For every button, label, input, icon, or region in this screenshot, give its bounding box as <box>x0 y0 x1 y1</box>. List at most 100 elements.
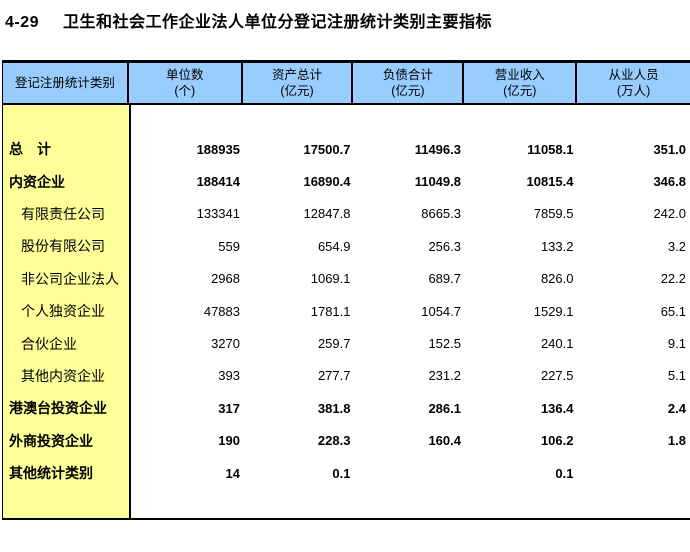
header-col-unit: (亿元) <box>391 84 425 98</box>
row-value: 188414 <box>196 174 240 190</box>
header-total-liabilities: 负债合计 (亿元) <box>353 63 465 103</box>
header-col-unit: (个) <box>174 84 196 98</box>
table-row: 非公司企业法人 2968 1069.1 689.7 826.0 22.2 <box>3 263 690 295</box>
row-value: 22.2 <box>660 271 686 287</box>
row-value <box>577 457 690 489</box>
row-value: 277.7 <box>317 368 351 384</box>
row-value <box>354 457 465 489</box>
title-text: 卫生和社会工作企业法人单位分登记注册统计类别主要指标 <box>63 14 493 31</box>
row-value: 160.4 <box>428 433 461 449</box>
row-value: 2968 <box>211 271 240 287</box>
row-label: 非公司企业法人 <box>21 270 119 287</box>
statistics-table: 登记注册统计类别 单位数 (个) 资产总计 (亿元) 负债合计 (亿元) 营业收… <box>2 60 690 520</box>
header-col-unit: (亿元) <box>503 84 537 98</box>
row-value: 240.1 <box>540 336 574 352</box>
row-label: 有限责任公司 <box>21 205 105 222</box>
row-value: 227.5 <box>540 368 574 384</box>
table-row: 总 计 188935 17500.7 11496.3 11058.1 351.0 <box>3 133 690 165</box>
row-value: 346.8 <box>653 174 686 190</box>
row-value: 381.8 <box>317 400 351 416</box>
row-label: 港澳台投资企业 <box>9 400 107 417</box>
row-value: 689.7 <box>428 271 461 287</box>
row-label: 个人独资企业 <box>21 303 105 320</box>
row-label: 其他内资企业 <box>21 367 105 384</box>
row-value: 1069.1 <box>310 271 351 287</box>
row-value: 133.2 <box>540 238 574 254</box>
table-row: 有限责任公司 133341 12847.8 8665.3 7859.5 242.0 <box>3 198 690 230</box>
table-row: 港澳台投资企业 317 381.8 286.1 136.4 2.4 <box>3 392 690 424</box>
row-label: 外商投资企业 <box>9 432 93 449</box>
table-row: 内资企业 188414 16890.4 11049.8 10815.4 346.8 <box>3 165 690 197</box>
header-col-unit: (亿元) <box>280 84 314 98</box>
table-row: 合伙企业 3270 259.7 152.5 240.1 9.1 <box>3 327 690 359</box>
row-value: 106.2 <box>540 433 574 449</box>
table-row: 个人独资企业 47883 1781.1 1054.7 1529.1 65.1 <box>3 295 690 327</box>
header-category: 登记注册统计类别 <box>3 63 129 103</box>
row-value: 133341 <box>196 206 240 222</box>
row-value: 10815.4 <box>526 174 574 190</box>
row-value: 7859.5 <box>533 206 574 222</box>
category-column-background <box>3 105 131 518</box>
row-value: 0.1 <box>555 465 574 481</box>
row-label: 股份有限公司 <box>21 238 105 255</box>
row-value: 242.0 <box>653 206 686 222</box>
row-value: 152.5 <box>428 336 461 352</box>
row-value: 65.1 <box>660 303 686 319</box>
row-value: 47883 <box>203 303 240 319</box>
header-col-name: 营业收入 <box>494 68 545 82</box>
header-employees: 从业人员 (万人) <box>577 63 690 103</box>
row-value: 559 <box>218 238 240 254</box>
row-value: 228.3 <box>317 433 351 449</box>
row-value: 1.8 <box>667 433 686 449</box>
header-col-name: 从业人员 <box>608 68 659 82</box>
row-value: 351.0 <box>653 141 686 157</box>
row-value: 11496.3 <box>414 141 461 157</box>
row-value: 2.4 <box>667 400 686 416</box>
row-value: 8665.3 <box>421 206 461 222</box>
table-header-row: 登记注册统计类别 单位数 (个) 资产总计 (亿元) 负债合计 (亿元) 营业收… <box>3 63 690 105</box>
row-label: 合伙企业 <box>21 335 77 352</box>
table-row: 股份有限公司 559 654.9 256.3 133.2 3.2 <box>3 230 690 262</box>
row-value: 826.0 <box>540 271 574 287</box>
row-value: 3270 <box>211 336 240 352</box>
row-label: 内资企业 <box>9 173 65 190</box>
header-category-label: 登记注册统计类别 <box>14 76 115 90</box>
row-value: 3.2 <box>667 238 686 254</box>
row-value: 1781.1 <box>310 303 351 319</box>
row-value: 393 <box>218 368 240 384</box>
header-col-unit: (万人) <box>616 84 651 98</box>
header-operating-revenue: 营业收入 (亿元) <box>464 63 578 103</box>
row-value: 11049.8 <box>414 174 461 190</box>
row-value: 1529.1 <box>533 303 574 319</box>
table-row: 其他统计类别 14 0.1 0.1 <box>3 457 690 489</box>
row-value: 12847.8 <box>303 206 351 222</box>
row-value: 654.9 <box>317 238 351 254</box>
table-row: 外商投资企业 190 228.3 160.4 106.2 1.8 <box>3 425 690 457</box>
row-value: 190 <box>218 433 240 449</box>
row-value: 17500.7 <box>303 141 351 157</box>
header-col-name: 资产总计 <box>272 68 323 82</box>
row-value: 5.1 <box>667 368 686 384</box>
row-label: 其他统计类别 <box>9 465 93 482</box>
row-value: 259.7 <box>317 336 351 352</box>
page-title: 4-29 卫生和社会工作企业法人单位分登记注册统计类别主要指标 <box>5 8 492 32</box>
header-total-assets: 资产总计 (亿元) <box>243 63 354 103</box>
table-number: 4-29 <box>5 14 40 31</box>
header-col-name: 单位数 <box>165 68 204 82</box>
row-value: 14 <box>225 465 240 481</box>
row-value: 136.4 <box>540 400 574 416</box>
row-value: 9.1 <box>667 336 686 352</box>
table-body-rows: 总 计 188935 17500.7 11496.3 11058.1 351.0 内资企业 1… <box>3 105 690 518</box>
table-row: 其他内资企业 393 277.7 231.2 227.5 5.1 <box>3 360 690 392</box>
row-value: 188935 <box>196 141 240 157</box>
row-value: 256.3 <box>428 238 461 254</box>
table-body: 总 计 188935 17500.7 11496.3 11058.1 351.0 内资企业 1… <box>3 105 690 518</box>
row-value: 317 <box>218 400 240 416</box>
row-value: 1054.7 <box>421 303 461 319</box>
row-value: 231.2 <box>428 368 461 384</box>
header-unit-count: 单位数 (个) <box>129 63 243 103</box>
row-value: 11058.1 <box>527 141 574 157</box>
row-value: 286.1 <box>428 400 461 416</box>
row-value: 16890.4 <box>303 174 351 190</box>
